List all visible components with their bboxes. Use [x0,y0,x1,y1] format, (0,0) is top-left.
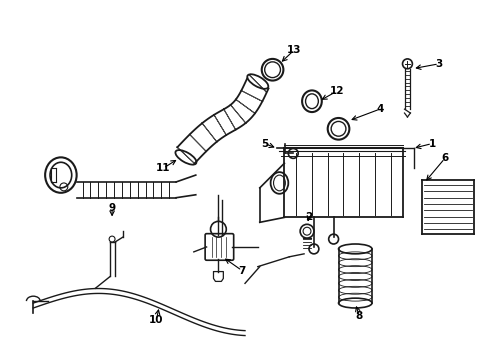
Text: 2: 2 [305,212,313,222]
Text: 12: 12 [329,86,344,96]
Text: 13: 13 [287,45,301,55]
Text: 6: 6 [441,153,448,163]
Text: 1: 1 [428,139,436,149]
Text: 7: 7 [238,266,245,276]
Text: 10: 10 [149,315,164,325]
Text: 9: 9 [108,203,116,212]
Text: 5: 5 [261,139,269,149]
Text: 11: 11 [156,163,171,173]
Text: 8: 8 [356,311,363,321]
Text: 4: 4 [376,104,384,114]
Text: 3: 3 [435,59,442,69]
